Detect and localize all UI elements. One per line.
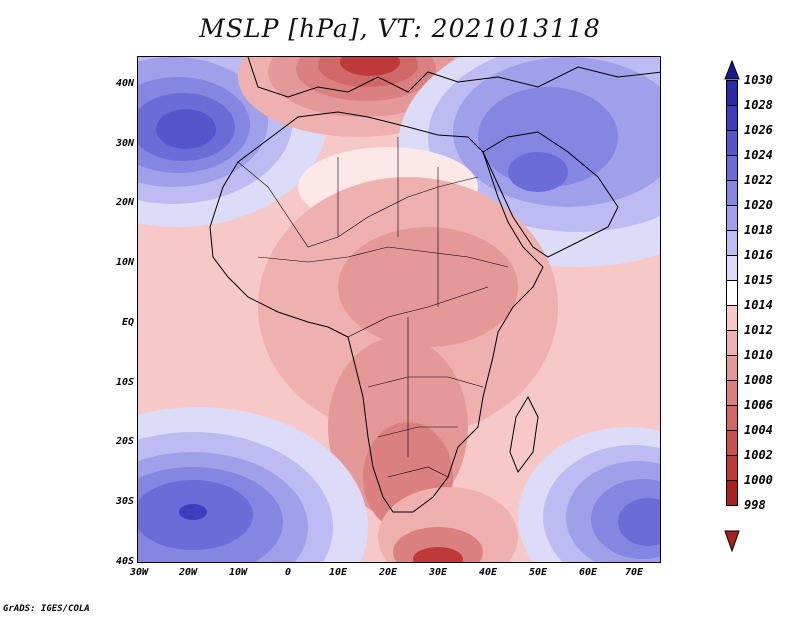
mslp-map [137, 56, 661, 563]
lon-label: 40E [478, 567, 498, 578]
lat-label: 40S [115, 556, 134, 567]
lon-label: 30E [428, 567, 448, 578]
colorbar-label: 1006 [744, 398, 773, 412]
colorbar-swatch [726, 355, 738, 381]
colorbar-top-arrow [724, 60, 740, 80]
lat-label: 20N [115, 197, 134, 208]
arabia-coastline [482, 131, 619, 258]
colorbar-swatch [726, 205, 738, 231]
colorbar-label: 1016 [744, 248, 773, 262]
central-africa-low [258, 177, 558, 532]
south-atlantic-high [138, 407, 368, 562]
colorbar-swatch [726, 280, 738, 306]
colorbar-label: 1024 [744, 148, 773, 162]
europe-coastline [247, 57, 660, 98]
colorbar-label: 998 [744, 498, 766, 512]
lon-label: 50E [528, 567, 548, 578]
lon-label: 10E [328, 567, 348, 578]
colorbar-label: 1000 [744, 473, 773, 487]
indian-ocean-high [518, 427, 660, 562]
colorbar-label: 1015 [744, 273, 773, 287]
pressure-field [138, 57, 660, 562]
colorbar-label: 1014 [744, 298, 773, 312]
colorbar-swatch [726, 230, 738, 256]
colorbar-swatch [726, 405, 738, 431]
colorbar-swatch [726, 305, 738, 331]
colorbar-swatch [726, 80, 738, 106]
lon-label: 30W [129, 567, 149, 578]
lat-label: 10N [115, 257, 134, 268]
colorbar-label: 1028 [744, 98, 773, 112]
colorbar-label: 1004 [744, 423, 773, 437]
lon-label: 20E [378, 567, 398, 578]
colorbar-label: 1010 [744, 348, 773, 362]
colorbar-label: 1012 [744, 323, 773, 337]
colorbar-bottom-arrow [724, 530, 740, 552]
country-borders [237, 137, 509, 478]
colorbar-label: 1020 [744, 198, 773, 212]
colorbar-swatch [726, 380, 738, 406]
colorbar-label: 1022 [744, 173, 773, 187]
lat-label: 10S [115, 377, 134, 388]
colorbar-swatch [726, 430, 738, 456]
colorbar-label: 1030 [744, 73, 773, 87]
colorbar-swatch [726, 105, 738, 131]
credit-label: GrADS: IGES/COLA [3, 604, 90, 614]
lat-label: EQ [121, 317, 134, 328]
colorbar-swatch [726, 130, 738, 156]
lon-label: 10W [228, 567, 248, 578]
lat-label: 40N [115, 78, 134, 89]
lat-label: 30N [115, 138, 134, 149]
colorbar-label: 1002 [744, 448, 773, 462]
lon-label: 20W [178, 567, 198, 578]
colorbar-label: 1026 [744, 123, 773, 137]
map-title: MSLP [hPa], VT: 2021013118 [199, 14, 601, 43]
colorbar-swatch [726, 255, 738, 281]
madagascar [509, 395, 539, 474]
colorbar-label: 1008 [744, 373, 773, 387]
colorbar-swatch [726, 180, 738, 206]
lon-label: 0 [284, 567, 292, 578]
colorbar-swatch [726, 455, 738, 481]
colorbar-label: 1018 [744, 223, 773, 237]
colorbar-swatch [726, 480, 738, 506]
lat-label: 20S [115, 436, 134, 447]
lat-label: 30S [115, 496, 134, 507]
lon-label: 70E [624, 567, 644, 578]
colorbar-swatch [726, 155, 738, 181]
south-africa-low [378, 487, 518, 562]
lon-label: 60E [578, 567, 598, 578]
colorbar-swatch [726, 330, 738, 356]
africa-coastline [209, 111, 544, 513]
